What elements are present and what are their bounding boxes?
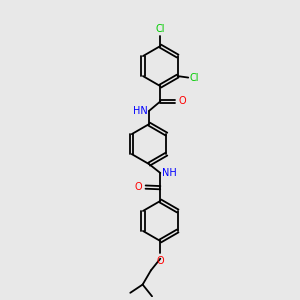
Text: Cl: Cl xyxy=(190,73,199,82)
Text: HN: HN xyxy=(133,106,148,116)
Text: O: O xyxy=(178,96,186,106)
Text: O: O xyxy=(157,256,164,266)
Text: Cl: Cl xyxy=(156,24,165,34)
Text: NH: NH xyxy=(162,168,176,178)
Text: O: O xyxy=(135,182,142,192)
